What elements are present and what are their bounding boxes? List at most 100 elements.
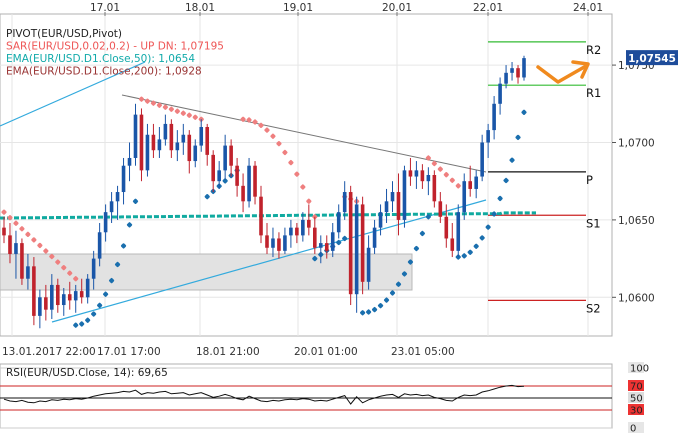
sar-dot (73, 276, 79, 282)
sar-dot (97, 302, 103, 308)
ema50-line (0, 211, 536, 220)
ema50-series (0, 211, 536, 220)
candle-body (384, 201, 389, 213)
sar-dot (240, 116, 246, 122)
candle-body (348, 192, 353, 295)
candle-body (504, 72, 508, 84)
candle-body (295, 227, 299, 236)
candle-body (91, 258, 96, 279)
sar-dot (19, 226, 25, 232)
candle-body (79, 291, 84, 298)
candle-body (259, 196, 263, 236)
candle-body (217, 170, 221, 182)
sar-dot (246, 117, 252, 123)
sar-dot (174, 108, 180, 114)
candle-body (318, 243, 323, 248)
sar-dot (204, 194, 210, 200)
price-tick-label: 1,0600 (618, 292, 655, 304)
legend-entry: EMA(EUR/USD.D1.Close,50): 1,0654 (6, 53, 195, 65)
sar-dot (156, 102, 163, 108)
horizontal-gridlines (0, 64, 612, 298)
bottom-date-label: 20.01 01:00 (294, 346, 358, 358)
sar-dot (365, 309, 372, 315)
top-date-label: 24.01 (573, 2, 603, 14)
sar-dot (497, 195, 503, 202)
candle-body (402, 170, 407, 220)
sar-dot (55, 259, 61, 265)
candle-body (115, 192, 120, 202)
sar-dot (67, 270, 73, 276)
candle-body (342, 192, 347, 213)
candle-body (265, 235, 269, 248)
sar-dot (150, 100, 157, 106)
legend-entry: PIVOT(EUR/USD,Pivot) (6, 28, 122, 40)
candle-body (181, 134, 186, 143)
sar-dot (389, 290, 396, 296)
candle-body (133, 114, 138, 158)
rsi-tick-label: 70 (630, 382, 643, 393)
candle-body (480, 142, 484, 177)
sar-dot (120, 243, 127, 249)
sar-dot (138, 96, 145, 102)
forecast-arrowhead-icon (571, 60, 590, 79)
sar-dot (461, 253, 467, 259)
candle-body (498, 83, 502, 104)
bottom-date-label: 13.01.2017 22:00 (2, 346, 96, 358)
sar-dot (515, 134, 521, 141)
candle-body (241, 185, 245, 202)
sar-dot (37, 242, 43, 249)
bottom-date-label: 17.01 17:00 (97, 346, 161, 358)
sar-dot (270, 133, 276, 139)
bottom-date-label: 18.01 21:00 (196, 346, 260, 358)
sar-dot (192, 114, 198, 120)
sar-dot (491, 211, 497, 217)
legend-entry: EMA(EUR/USD.D1.Close,200): 1,0928 (6, 66, 202, 78)
pivot-label-r2: R2 (586, 43, 601, 57)
sar-dot (252, 119, 258, 125)
top-date-label: 19.01 (283, 2, 313, 14)
candle-body (516, 68, 520, 78)
sar-dot (425, 155, 431, 161)
candle-body (408, 170, 413, 177)
sar-dot (132, 198, 139, 204)
sar-dot (276, 141, 282, 147)
sar-dot (1, 209, 7, 215)
sar-dot (371, 306, 378, 313)
candle-body (438, 201, 443, 217)
candle-body (127, 157, 132, 166)
candle-body (32, 266, 36, 316)
candle-body (468, 181, 473, 189)
candle-body (20, 243, 24, 279)
candle-body (229, 145, 233, 166)
sar-dot (521, 109, 527, 115)
candle-body (324, 243, 329, 251)
sar-dot (336, 239, 342, 246)
sar-dot (13, 220, 19, 226)
sar-dot (85, 317, 91, 323)
candle-body (50, 284, 54, 310)
sar-dot (168, 106, 174, 112)
sar-dot (144, 98, 151, 104)
sar-dot (31, 237, 37, 243)
top-date-axis: 17.01 18.01 19.01 20.01 22.01 24.01 (90, 2, 603, 16)
trendline-descending (121, 94, 487, 173)
pivot-label-s1: S1 (586, 216, 601, 230)
rsi-tick-bg (628, 404, 644, 415)
sar-dot (73, 322, 79, 328)
candle-body (121, 165, 126, 193)
candle-body (372, 227, 377, 248)
candle-body (211, 154, 215, 182)
candle-body (444, 216, 449, 239)
sar-dot (25, 231, 31, 237)
candle-body (26, 266, 30, 279)
bottom-date-label: 23.01 05:00 (391, 346, 455, 358)
sar-dot (102, 291, 109, 297)
candle-body (456, 212, 461, 251)
sar-dot (282, 149, 288, 156)
forecast-arrow-icon (536, 64, 588, 84)
candle-body (109, 201, 114, 213)
candle-body (145, 134, 150, 171)
top-date-label: 20.01 (382, 2, 412, 14)
rsi-tick-bg (628, 392, 644, 403)
